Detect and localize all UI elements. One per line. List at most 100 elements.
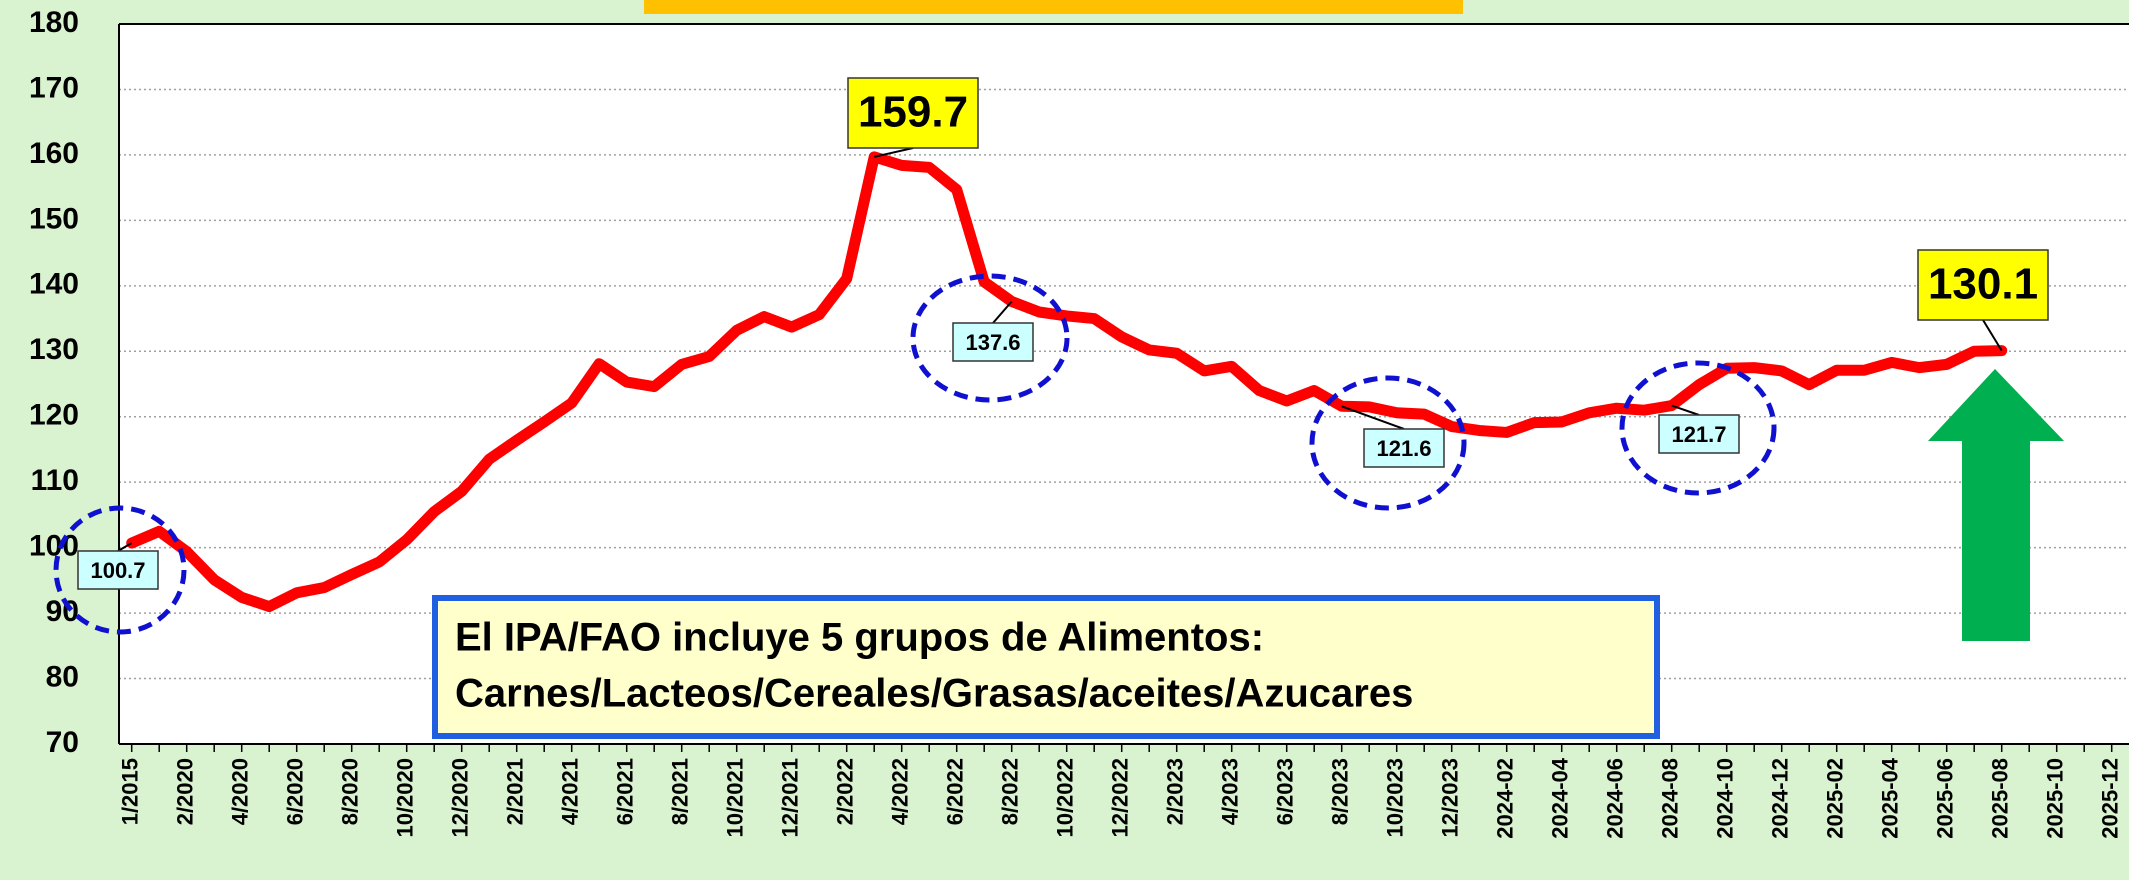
x-tick-label: 12/2021 bbox=[778, 758, 803, 838]
highlight-circle bbox=[1619, 360, 1777, 496]
x-tick-label: 6/2020 bbox=[283, 758, 308, 825]
data-label: 159.7 bbox=[858, 88, 968, 137]
x-tick-label: 6/2023 bbox=[1273, 758, 1298, 825]
y-tick-label: 70 bbox=[46, 726, 79, 759]
x-tick-group: 2025-04 bbox=[1878, 757, 1903, 839]
x-tick-group: 10/2020 bbox=[393, 758, 418, 838]
note-box bbox=[432, 595, 1660, 739]
x-tick-label: 2024-08 bbox=[1658, 758, 1683, 839]
data-label: 121.6 bbox=[1376, 436, 1431, 461]
x-tick-label: 4/2021 bbox=[558, 758, 583, 825]
callout-box bbox=[1917, 249, 2049, 321]
highlight-circle bbox=[53, 505, 187, 635]
data-label: 100.7 bbox=[90, 558, 145, 583]
y-tick-label: 80 bbox=[46, 660, 79, 693]
up-arrow bbox=[1928, 369, 2064, 641]
x-tick-group: 2025-10 bbox=[2043, 758, 2068, 839]
callout-box bbox=[1658, 414, 1740, 454]
y-tick-label: 110 bbox=[31, 464, 79, 497]
x-tick-group: 2/2020 bbox=[173, 758, 198, 825]
x-tick-label: 12/2020 bbox=[448, 758, 473, 838]
x-tick-label: 10/2021 bbox=[723, 758, 748, 838]
x-tick-label: 10/2020 bbox=[393, 758, 418, 838]
y-tick-label: 180 bbox=[29, 6, 79, 39]
y-tick-label: 150 bbox=[29, 202, 79, 235]
x-tick-label: 2/2021 bbox=[503, 758, 528, 825]
x-tick-group: 2025-08 bbox=[1988, 758, 2013, 839]
callout-box bbox=[952, 322, 1034, 362]
y-tick-label: 170 bbox=[29, 71, 79, 104]
x-tick-group: 10/2022 bbox=[1053, 758, 1078, 838]
x-tick-label: 4/2020 bbox=[228, 758, 253, 825]
x-tick-label: 2025-04 bbox=[1878, 757, 1903, 839]
x-tick-group: 8/2021 bbox=[668, 758, 693, 825]
x-tick-label: 2024-06 bbox=[1603, 758, 1628, 839]
x-tick-group: 2024-02 bbox=[1493, 758, 1518, 839]
data-label: 130.1 bbox=[1928, 260, 2038, 309]
x-tick-group: 6/2022 bbox=[943, 758, 968, 825]
x-tick-group: 2024-08 bbox=[1658, 758, 1683, 839]
x-tick-label: 8/2020 bbox=[338, 758, 363, 825]
x-tick-group: 12/2023 bbox=[1438, 758, 1463, 838]
x-tick-label: 2024-12 bbox=[1768, 758, 1793, 839]
data-label: 137.6 bbox=[965, 330, 1020, 355]
x-tick-group: 2024-04 bbox=[1548, 757, 1573, 839]
x-tick-label: 10/2023 bbox=[1383, 758, 1408, 838]
x-tick-label: 2025-10 bbox=[2043, 758, 2068, 839]
note-text: Carnes/Lacteos/Cereales/Grasas/aceites/A… bbox=[455, 672, 1413, 716]
x-tick-group: 2/2022 bbox=[833, 758, 858, 825]
x-tick-group: 4/2022 bbox=[888, 758, 913, 825]
highlight-circle bbox=[1309, 375, 1467, 511]
x-tick-group: 12/2022 bbox=[1108, 758, 1133, 838]
x-tick-group: 8/2022 bbox=[998, 758, 1023, 825]
x-tick-label: 2024-04 bbox=[1548, 757, 1573, 839]
x-tick-label: 2/2023 bbox=[1163, 758, 1188, 825]
x-tick-group: 8/2020 bbox=[338, 758, 363, 825]
x-tick-group: 4/2020 bbox=[228, 758, 253, 825]
x-tick-label: 2024-10 bbox=[1713, 758, 1738, 839]
x-tick-label: 2024-02 bbox=[1493, 758, 1518, 839]
x-tick-group: 10/2023 bbox=[1383, 758, 1408, 838]
x-tick-label: 2/2020 bbox=[173, 758, 198, 825]
x-tick-label: 8/2023 bbox=[1328, 758, 1353, 825]
callout-leader bbox=[873, 147, 914, 158]
x-tick-group: 1/2015 bbox=[118, 758, 143, 825]
x-tick-group: 2025-12 bbox=[2098, 758, 2123, 839]
callout-box bbox=[1363, 428, 1445, 468]
x-tick-group: 12/2021 bbox=[778, 758, 803, 838]
callout-leader bbox=[1982, 319, 2003, 352]
x-tick-group: 2/2021 bbox=[503, 758, 528, 825]
x-tick-group: 2025-06 bbox=[1933, 758, 1958, 839]
x-tick-label: 8/2022 bbox=[998, 758, 1023, 825]
x-tick-group: 10/2021 bbox=[723, 758, 748, 838]
x-tick-label: 2/2022 bbox=[833, 758, 858, 825]
x-tick-label: 12/2022 bbox=[1108, 758, 1133, 838]
x-tick-label: 6/2022 bbox=[943, 758, 968, 825]
x-tick-group: 6/2020 bbox=[283, 758, 308, 825]
x-tick-group: 2024-12 bbox=[1768, 758, 1793, 839]
data-label: 121.7 bbox=[1671, 422, 1726, 447]
y-tick-label: 140 bbox=[29, 268, 79, 301]
x-tick-group: 4/2023 bbox=[1218, 758, 1243, 825]
x-tick-label: 2025-06 bbox=[1933, 758, 1958, 839]
title-box bbox=[644, 0, 1463, 14]
x-tick-label: 12/2023 bbox=[1438, 758, 1463, 838]
x-tick-label: 2025-12 bbox=[2098, 758, 2123, 839]
highlight-circle bbox=[910, 273, 1070, 403]
x-tick-group: 2024-10 bbox=[1713, 758, 1738, 839]
x-tick-group: 2024-06 bbox=[1603, 758, 1628, 839]
x-tick-group: 2025-02 bbox=[1823, 758, 1848, 839]
x-tick-group: 6/2021 bbox=[613, 758, 638, 825]
y-tick-label: 130 bbox=[29, 333, 79, 366]
x-tick-label: 6/2021 bbox=[613, 758, 638, 825]
x-tick-label: 2025-02 bbox=[1823, 758, 1848, 839]
callout-leader bbox=[992, 300, 1013, 324]
callout-leader bbox=[1671, 404, 1700, 416]
x-tick-label: 10/2022 bbox=[1053, 758, 1078, 838]
note-text: El IPA/FAO incluye 5 grupos de Alimentos… bbox=[455, 616, 1264, 660]
callout-leader bbox=[117, 542, 133, 552]
x-tick-group: 12/2020 bbox=[448, 758, 473, 838]
y-tick-label: 100 bbox=[29, 530, 79, 563]
y-tick-label: 160 bbox=[29, 137, 79, 170]
